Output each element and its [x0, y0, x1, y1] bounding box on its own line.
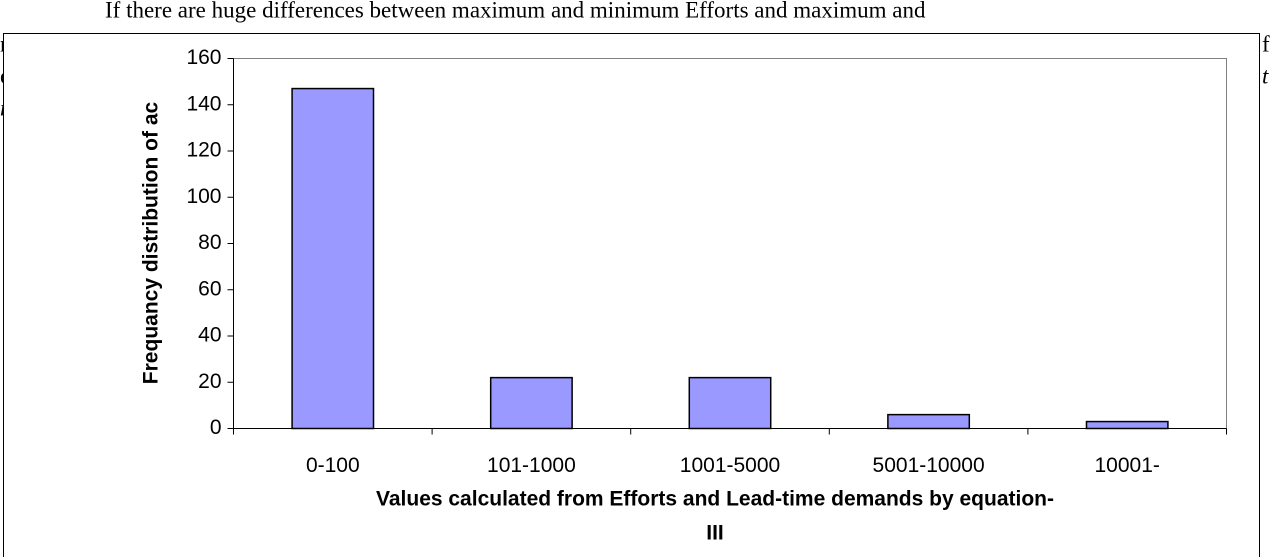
document-fragment: f [1262, 31, 1270, 56]
x-tick-label: 0-100 [306, 454, 360, 477]
x-tick-label: 5001-10000 [873, 454, 985, 477]
y-axis-label: Frequancy distribution of ac [140, 102, 163, 385]
x-axis-label: Values calculated from Efforts and Lead-… [376, 488, 1054, 511]
y-tick-label: 60 [198, 277, 221, 300]
x-tick-label: 101-1000 [487, 454, 576, 477]
plot-area [233, 58, 1227, 429]
y-tick-label: 80 [198, 231, 221, 254]
y-tick-label: 20 [198, 370, 221, 393]
document-text: If there are huge differences between ma… [105, 0, 926, 22]
x-tick-label: 1001-5000 [680, 454, 780, 477]
y-tick-label: 0 [210, 416, 222, 439]
bar [887, 413, 971, 430]
y-tick-label: 40 [198, 324, 221, 347]
y-tick-label: 100 [186, 185, 221, 208]
y-tick-label: 160 [186, 46, 221, 69]
document-fragment: t [1262, 63, 1269, 88]
y-tick-label: 120 [186, 139, 221, 162]
x-axis-label: III [706, 522, 724, 545]
bar [1085, 420, 1169, 430]
bar [688, 376, 772, 430]
bar [291, 87, 375, 430]
x-tick-label: 10001- [1095, 454, 1160, 477]
bar [489, 376, 573, 430]
y-tick-label: 140 [186, 92, 221, 115]
